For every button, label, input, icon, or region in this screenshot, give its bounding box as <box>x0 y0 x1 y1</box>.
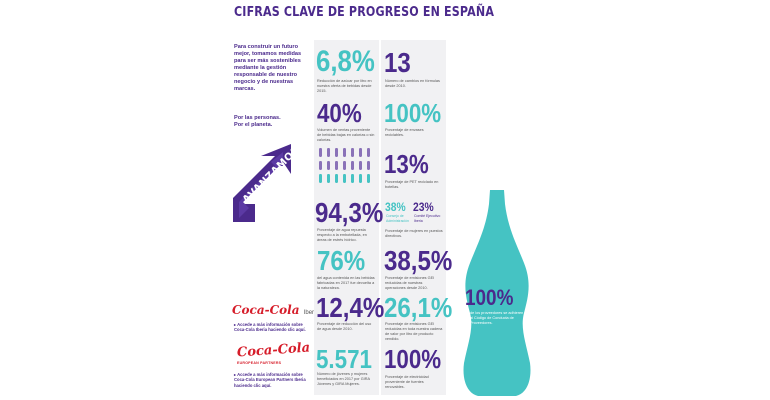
ccep-logo: Coca-Cola <box>236 340 311 361</box>
arrow-icon: ▸ <box>234 372 238 377</box>
stat-renewable-desc: Porcentaje de electricidad proveniente d… <box>385 375 429 390</box>
stat-formula-changes-desc: Número de cambios en fórmulas desde 2010… <box>385 79 440 89</box>
ccep-link[interactable]: ▸ Accede a más información sobre Coca-Co… <box>234 372 306 388</box>
logo-suffix: Iberia <box>303 310 319 316</box>
bottle-stat-desc: de los proveedores se adhieren al Código… <box>470 311 524 326</box>
stat-youth-women-desc: Número de jóvenes y mujeres beneficiados… <box>317 372 370 387</box>
avanzamos-arrow <box>233 144 291 222</box>
ccep-logo-suffix: EUROPEAN PARTNERS <box>237 361 282 365</box>
coca-cola-iberia-link[interactable]: ▸ Accede a más información sobre Coca-Co… <box>234 322 306 333</box>
stat-sugar-reduction-value: 6,8% <box>316 45 375 78</box>
bottle-stat-value: 100% <box>465 285 514 310</box>
intro-text: Para construir un futuro mejor, tomamos … <box>234 44 302 92</box>
stat-ghg-value-chain-value: 26,1% <box>384 292 453 323</box>
stat-women-exec-desc: Comité Ejecutivo Iberia <box>414 214 441 223</box>
stat-renewable-value: 100% <box>384 344 442 374</box>
stat-water-use-value: 12,4% <box>316 292 385 323</box>
tagline-people: Por las personas. <box>234 115 281 121</box>
stat-recycled-pet-desc: Porcentaje de PET reciclado en botellas. <box>385 180 439 190</box>
stat-water-replenished-desc: Porcentaje de agua repuesta respecto a l… <box>317 228 367 243</box>
stat-formula-changes-value: 13 <box>384 47 411 78</box>
stat-recycled-pet-value: 13% <box>384 149 429 179</box>
stat-recyclable-desc: Porcentaje de envases reciclables. <box>385 128 424 138</box>
bottle-graphic <box>463 190 531 396</box>
coca-cola-iberia-logo: Coca-Cola Iberia <box>232 303 319 317</box>
stat-water-replenished-value: 94,3% <box>315 197 384 228</box>
stat-ghg-operations-desc: Porcentaje de emisiones GEI reducidas de… <box>385 276 435 291</box>
mini-bottles-graphic <box>319 148 370 183</box>
stat-women-board-desc: Consejo de Administración <box>386 214 409 223</box>
stat-women-board-value: 38% <box>385 200 406 214</box>
stat-water-use-desc: Porcentaje de reducción del uso de agua … <box>317 322 372 332</box>
stat-low-calorie-value: 40% <box>317 98 362 128</box>
stat-water-returned-value: 76% <box>317 245 366 276</box>
arrow-icon: ▸ <box>234 322 238 327</box>
stat-sugar-reduction-desc: Reducción de azúcar por litro en nuestra… <box>317 79 372 94</box>
link-text: Accede a más información sobre Coca-Cola… <box>234 322 306 333</box>
right-stats-panel <box>381 40 446 395</box>
stat-ghg-value-chain-desc: Porcentaje de emisiones GEI reducidas en… <box>385 322 443 342</box>
stat-low-calorie-desc: Volumen de ventas proveniente de bebidas… <box>317 128 375 143</box>
stat-recyclable-value: 100% <box>384 98 442 128</box>
stat-water-returned-desc: del agua contenida en las bebidas fabric… <box>317 276 375 291</box>
logo-wordmark: Coca-Cola <box>232 303 300 317</box>
stat-women-leaders-desc: Porcentaje de mujeres en puestos directi… <box>385 229 443 239</box>
stat-women-exec-value: 23% <box>413 200 434 214</box>
logo-wordmark: Coca-Cola <box>236 340 311 361</box>
left-stats-panel <box>314 40 379 395</box>
intro-tagline: Por las personas. Por el planeta. <box>234 115 312 129</box>
stat-youth-women-value: 5.571 <box>316 344 372 374</box>
link-text: Accede a más información sobre Coca-Cola… <box>234 372 306 388</box>
tagline-planet: Por el planeta. <box>234 121 273 128</box>
page-title: CIFRAS CLAVE DE PROGRESO EN ESPAÑA <box>234 4 495 20</box>
stat-ghg-operations-value: 38,5% <box>384 245 453 276</box>
